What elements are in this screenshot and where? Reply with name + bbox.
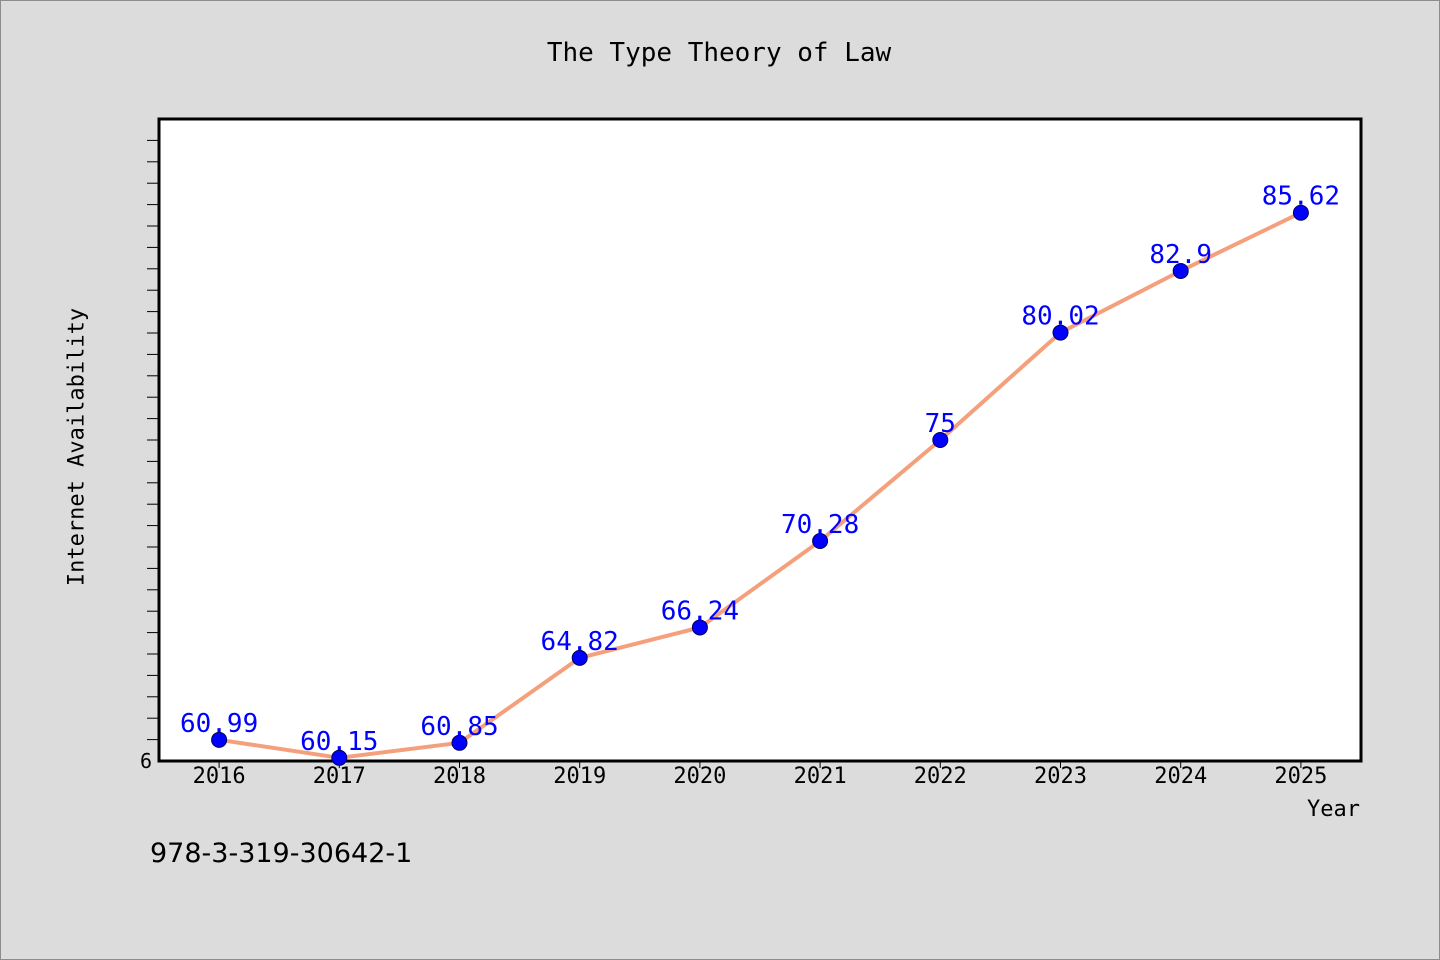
data-label: 66.24 — [661, 596, 739, 626]
data-label: 70.28 — [781, 510, 859, 540]
x-tick-label: 2022 — [914, 764, 967, 789]
data-label: 85.62 — [1262, 182, 1340, 212]
x-tick-label: 2023 — [1034, 764, 1087, 789]
x-tick-label: 2025 — [1274, 764, 1327, 789]
data-point-marker — [211, 731, 228, 748]
data-point-marker — [812, 533, 829, 550]
x-tick-label: 2016 — [193, 764, 246, 789]
chart-title: The Type Theory of Law — [547, 38, 892, 68]
x-axis-label: Year — [1307, 797, 1360, 822]
x-tick-label: 2018 — [433, 764, 486, 789]
y-tick-labels: 6 — [140, 749, 152, 773]
x-tick-label: 2020 — [673, 764, 726, 789]
series-line — [217, 210, 1303, 760]
y-tick-label: 6 — [140, 749, 152, 773]
data-point-marker — [1052, 324, 1069, 341]
data-label: 82.9 — [1149, 240, 1212, 270]
data-markers — [211, 204, 1309, 766]
x-tick-label: 2019 — [553, 764, 606, 789]
data-point-marker — [691, 619, 708, 636]
data-label: 80.02 — [1021, 302, 1099, 332]
data-point-marker — [932, 432, 949, 448]
series-line-group — [217, 210, 1303, 760]
x-tick-labels: 2016 2017 2018 2019 2020 2021 2022 2023 2024 2025 — [193, 764, 1328, 789]
data-point-marker — [571, 649, 588, 666]
x-tick-label: 2017 — [313, 764, 366, 789]
data-point-marker — [331, 749, 348, 766]
data-label: 75 — [925, 409, 956, 439]
data-label: 60.99 — [180, 709, 258, 739]
data-labels: 60.99 60.15 60.85 64.82 66.24 70.28 75 80.02 82.… — [180, 182, 1340, 757]
data-label: 60.15 — [300, 727, 378, 757]
y-axis-ticks — [147, 139, 159, 741]
data-point-marker — [451, 734, 468, 751]
data-point-marker — [1292, 204, 1309, 221]
x-tick-label: 2021 — [794, 764, 847, 789]
x-axis-ticks — [218, 762, 1302, 768]
data-label: 60.85 — [420, 712, 498, 742]
x-tick-label: 2024 — [1154, 764, 1207, 789]
data-point-marker — [1172, 262, 1189, 279]
plot-area — [159, 119, 1361, 761]
y-axis-label: Internet Availability — [65, 308, 90, 586]
data-label: 64.82 — [541, 627, 619, 657]
footer-code: 978-3-319-30642-1 — [150, 838, 412, 869]
